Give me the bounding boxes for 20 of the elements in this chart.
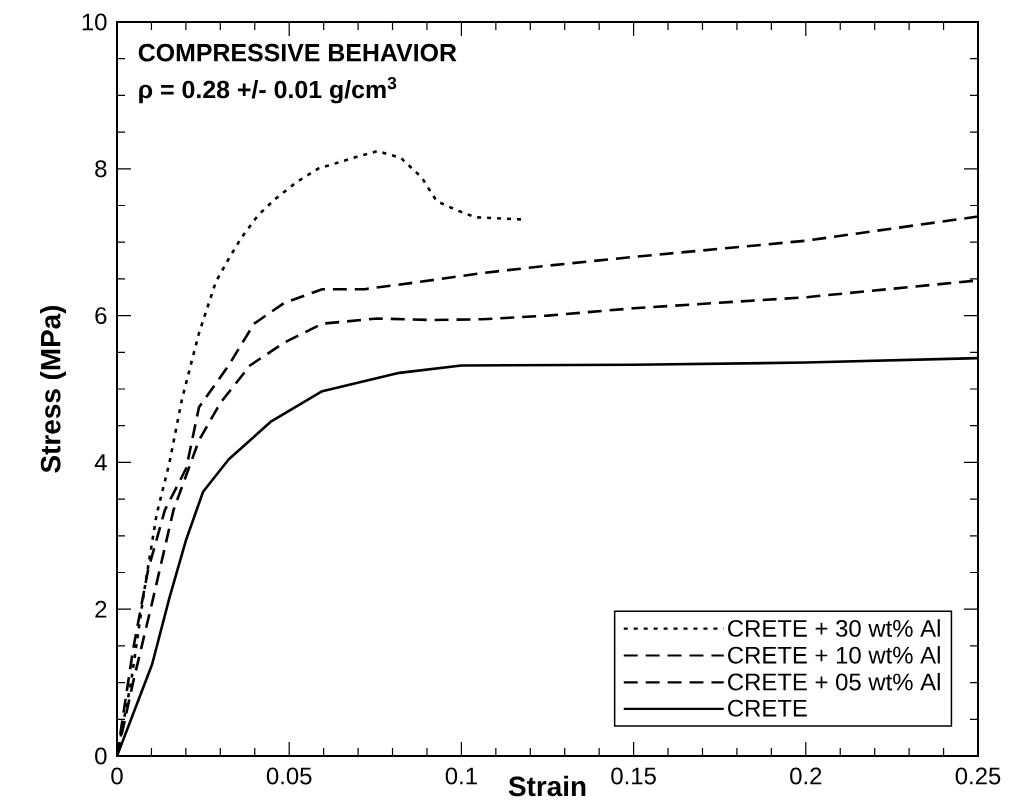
text: COMPRESSIVE BEHAVIOR [138,43,457,62]
y-tick-label: 8 [95,160,107,178]
x-tick-label: 0.15 [611,767,656,785]
x-tick-label: 0.1 [445,767,477,785]
x-axis-title: Strain [508,775,586,797]
y-axis-title: Stress (MPa) [40,305,67,473]
y-tick-label: 2 [95,600,107,618]
annotation: ρ = 0.28 +/- 0.01 g/cm$^{3}$ [139,76,397,104]
y-tick-label: 6 [95,307,107,325]
y-tick-label: 4 [94,454,107,471]
legend-label: CRETE [728,699,807,717]
legend-label: CRETE + 10 wt% Al [728,646,940,664]
y-tick-label: 0 [95,747,107,765]
x-tick-label: 0 [111,767,123,785]
legend-label: CRETE + 30 wt% Al [728,619,940,637]
x-tick-label: 0.05 [266,767,312,785]
x-tick-label: 0.2 [790,767,822,785]
y-tick-label: 10 [82,13,107,31]
legend-label: CRETE + 05 wt% Al [728,672,940,691]
x-tick-label: 0.25 [955,767,1001,785]
